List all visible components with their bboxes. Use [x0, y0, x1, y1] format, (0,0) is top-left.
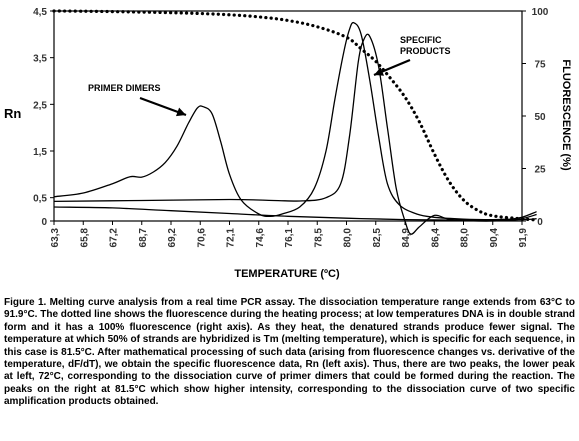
y-left-tick-label: 3,5: [33, 54, 47, 65]
x-tick-label: 84,9: [401, 228, 412, 248]
primer-dimers-label: PRIMER DIMERS: [88, 83, 161, 93]
x-tick-label: 70,6: [196, 228, 207, 248]
x-tick-label: 88,0: [460, 228, 471, 248]
y-right-tick-label: 100: [532, 7, 549, 18]
y-left-tick-label: 1,5: [33, 147, 47, 158]
y-right-tick-label: 25: [534, 165, 546, 176]
y-right-tick-label: 0: [537, 217, 543, 228]
x-tick-label: 68,7: [138, 228, 149, 248]
specific-products-arrow-head: [374, 67, 385, 76]
y-axis-right-label: FLUORESCENCE (%): [560, 59, 572, 171]
specific-products-label-line2: PRODUCTS: [400, 46, 451, 56]
x-tick-label: 78,5: [313, 228, 324, 248]
rn-curve-line-3: [53, 206, 537, 221]
y-right-tick-label: 50: [534, 112, 546, 123]
specific-products-label-line1: SPECIFIC: [400, 35, 442, 45]
plot-area-border: [53, 10, 523, 222]
x-tick-label: 90,4: [489, 228, 500, 248]
y-axis-left-label: Rn: [4, 106, 21, 121]
primer-dimers-arrow-head: [175, 107, 186, 117]
y-left-tick-label: 0: [41, 217, 47, 228]
figure-caption: Figure 1. Melting curve analysis from a …: [4, 297, 575, 408]
y-left-tick-label: 4,5: [33, 7, 47, 18]
y-left-tick-label: 0,5: [33, 194, 47, 205]
x-tick-label: 63,3: [50, 228, 61, 248]
x-tick-label: 91,9: [518, 228, 529, 248]
x-tick-label: 74,6: [255, 228, 266, 248]
rn-curve-line-1: [53, 21, 537, 221]
x-tick-label: 67,2: [109, 228, 120, 248]
x-tick-label: 80,0: [343, 228, 354, 248]
x-tick-label: 65,8: [79, 228, 90, 248]
x-tick-label: 86,4: [430, 228, 441, 248]
y-right-tick-label: 75: [534, 60, 546, 71]
melting-curve-chart: 4,5 3,5 2,5 1,5 0,5 0 100 75 50 25 0 63,3 65,8 67,2…: [4, 7, 572, 280]
y-left-tick-label: 2,5: [33, 100, 47, 111]
x-tick-label: 72,1: [226, 228, 237, 248]
x-axis-label: TEMPERATURE (ºC): [234, 268, 340, 280]
fluorescence-dotted-line: [52, 9, 539, 222]
rn-curve-line-2: [53, 33, 537, 235]
x-tick-label: 82,5: [372, 228, 383, 248]
x-tick-label: 76,1: [284, 228, 295, 248]
x-tick-label: 69,2: [167, 228, 178, 248]
